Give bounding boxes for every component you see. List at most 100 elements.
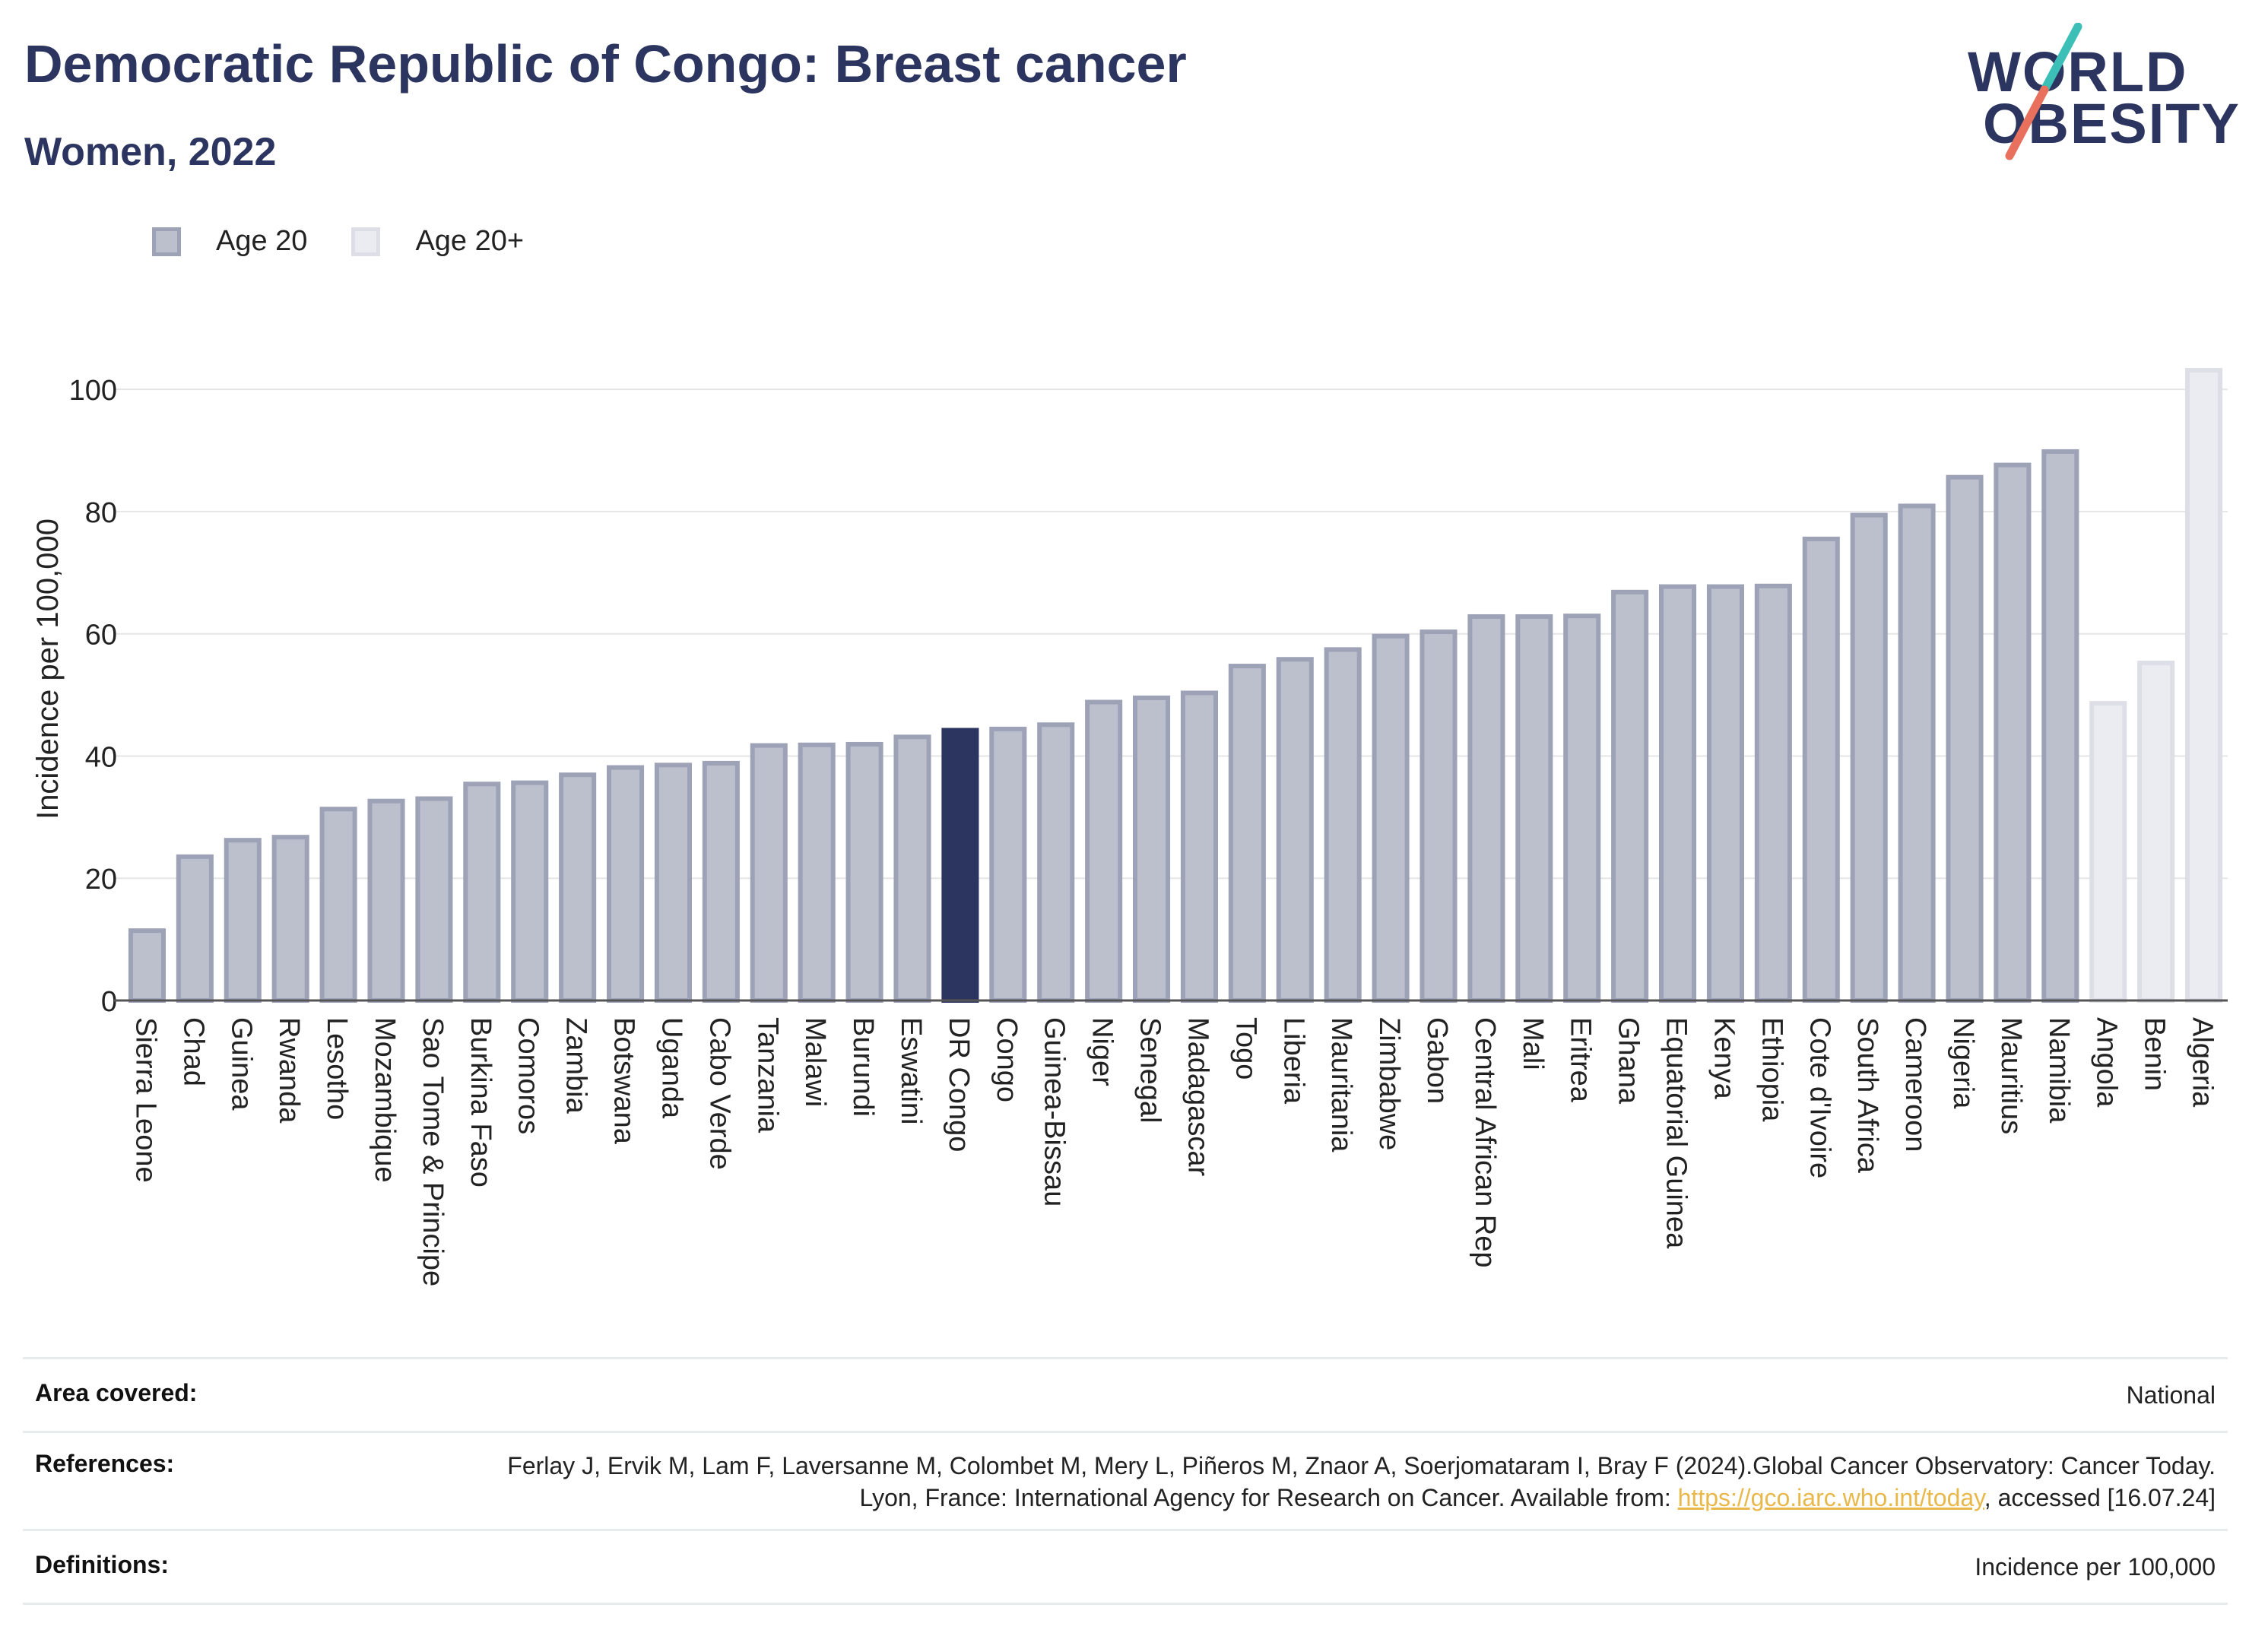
bar-comoros[interactable]: [511, 780, 549, 1003]
x-tick-label: Comoros: [512, 1017, 544, 1134]
x-tick-label: Rwanda: [273, 1017, 305, 1124]
bar-ethiopia[interactable]: [1754, 583, 1792, 1003]
x-tick-label: Gabon: [1421, 1017, 1453, 1104]
definitions-value: Incidence per 100,000: [1975, 1553, 2216, 1581]
x-tick-label: Ethiopia: [1756, 1017, 1787, 1122]
bar-congo[interactable]: [989, 726, 1027, 1004]
bar-sao-tome-principe[interactable]: [415, 796, 453, 1003]
x-tick-label: Sierra Leone: [129, 1017, 161, 1183]
bar-eswatini[interactable]: [893, 734, 931, 1003]
x-tick-label: Madagascar: [1182, 1017, 1213, 1176]
x-tick-label: Niger: [1086, 1017, 1118, 1086]
legend-item-age-20[interactable]: Age 20: [152, 225, 307, 258]
references-value: Ferlay J, Ervik M, Lam F, Laversanne M, …: [505, 1450, 2216, 1514]
x-tick-label: Nigeria: [1947, 1017, 1979, 1109]
bar-ghana[interactable]: [1611, 589, 1649, 1004]
x-tick-label: Malawi: [799, 1017, 831, 1107]
bars: [128, 368, 2223, 1004]
bar-tanzania[interactable]: [750, 743, 788, 1003]
bar-guinea-bissau[interactable]: [1037, 722, 1075, 1003]
bar-rwanda[interactable]: [271, 835, 309, 1004]
x-tick-label: Algeria: [2187, 1017, 2219, 1108]
bar-liberia[interactable]: [1276, 657, 1314, 1003]
bar-niger[interactable]: [1085, 699, 1123, 1003]
x-tick-label: Equatorial Guinea: [1661, 1017, 1692, 1249]
x-tick-label: Uganda: [655, 1017, 687, 1119]
legend-item-age-20-plus[interactable]: Age 20+: [351, 225, 524, 258]
bar-lesotho[interactable]: [319, 807, 357, 1004]
bar-togo[interactable]: [1228, 664, 1266, 1003]
x-tick-label: Burundi: [847, 1017, 879, 1117]
x-tick-label: Cote d'Ivoire: [1803, 1017, 1835, 1178]
bar-cote-d-ivoire[interactable]: [1802, 536, 1840, 1003]
bar-zambia[interactable]: [559, 772, 597, 1004]
x-tick-label: Guinea: [225, 1017, 257, 1111]
bar-algeria[interactable]: [2185, 368, 2223, 1004]
footer-row-definitions: Definitions: Incidence per 100,000: [23, 1529, 2228, 1605]
bar-angola[interactable]: [2089, 701, 2127, 1003]
x-tick-label: Chad: [177, 1017, 209, 1086]
x-tick-label: Togo: [1229, 1017, 1261, 1080]
y-tick-label: 20: [85, 864, 117, 896]
bar-malawi[interactable]: [798, 742, 836, 1003]
bar-sierra-leone[interactable]: [128, 928, 166, 1004]
y-axis-ticks: 0 20 40 60 80 100: [69, 375, 117, 1018]
area-covered-key: Area covered:: [35, 1379, 198, 1406]
bar-south-africa[interactable]: [1850, 512, 1888, 1003]
footer-row-area: Area covered: National: [23, 1357, 2228, 1431]
y-axis-label: Incidence per 100,000: [31, 518, 65, 820]
x-tick-label: Cabo Verde: [703, 1017, 735, 1170]
x-tick-label: Mali: [1517, 1017, 1549, 1070]
bar-equatorial-guinea[interactable]: [1659, 584, 1697, 1004]
bar-madagascar[interactable]: [1180, 690, 1218, 1003]
bar-chad[interactable]: [176, 854, 214, 1004]
x-tick-label: South Africa: [1851, 1017, 1883, 1174]
bar-kenya[interactable]: [1706, 584, 1744, 1004]
bar-namibia[interactable]: [2041, 449, 2079, 1003]
legend-swatch-age-20-plus: [351, 227, 381, 256]
bar-chart: 0 20 40 60 80 100 Sierra Leone Chad Guinea Rwand…: [31, 368, 2228, 1286]
y-tick-label: 40: [85, 741, 117, 773]
y-tick-label: 0: [101, 986, 117, 1018]
x-tick-label: Ghana: [1613, 1017, 1645, 1105]
legend: Age 20 Age 20+: [152, 225, 568, 258]
x-tick-label: Senegal: [1134, 1017, 1166, 1123]
bar-central-african-rep[interactable]: [1467, 614, 1505, 1003]
footer-table: Area covered: National References: Ferla…: [23, 1357, 2228, 1605]
x-tick-label: Congo: [991, 1017, 1023, 1102]
references-link[interactable]: https://gco.iarc.who.int/today: [1677, 1484, 1984, 1511]
references-key: References:: [35, 1450, 175, 1477]
legend-swatch-age-20: [152, 227, 181, 256]
bar-botswana[interactable]: [607, 765, 645, 1003]
bar-cabo-verde[interactable]: [702, 760, 740, 1004]
bar-gabon[interactable]: [1420, 629, 1458, 1003]
x-tick-label: Zambia: [560, 1017, 592, 1115]
bar-burkina-faso[interactable]: [463, 782, 501, 1003]
x-tick-label: Namibia: [2043, 1017, 2075, 1124]
bar-cameroon[interactable]: [1898, 503, 1936, 1003]
bar-uganda[interactable]: [654, 763, 692, 1003]
bar-eritrea[interactable]: [1563, 614, 1601, 1003]
bar-senegal[interactable]: [1133, 695, 1171, 1003]
bar-benin[interactable]: [2137, 661, 2175, 1003]
bar-burundi[interactable]: [845, 741, 883, 1003]
bar-mauritania[interactable]: [1324, 647, 1362, 1003]
definitions-key: Definitions:: [35, 1551, 169, 1578]
bar-mauritius[interactable]: [1994, 462, 2032, 1004]
references-text-1: Ferlay J, Ervik M, Lam F, Laversanne M, …: [507, 1452, 2216, 1511]
references-text-2: , accessed [16.07.24]: [1984, 1484, 2216, 1511]
bar-mali[interactable]: [1515, 614, 1553, 1003]
logo-line-1: WORLD: [1968, 40, 2188, 103]
x-tick-label: Benin: [2139, 1017, 2171, 1091]
bar-dr-congo[interactable]: [941, 728, 979, 1003]
x-tick-label: Botswana: [608, 1017, 640, 1145]
bar-zimbabwe[interactable]: [1372, 633, 1410, 1003]
x-tick-label: Mauritania: [1325, 1017, 1357, 1153]
x-tick-label: Cameroon: [1899, 1017, 1931, 1152]
bar-nigeria[interactable]: [1946, 474, 1984, 1003]
bar-guinea[interactable]: [224, 838, 262, 1004]
chart-subtitle: Women, 2022: [24, 130, 277, 174]
x-axis-labels: Sierra Leone Chad Guinea Rwanda Lesotho Mozam…: [129, 1017, 2218, 1286]
bar-mozambique[interactable]: [367, 798, 405, 1003]
y-tick-label: 80: [85, 497, 117, 529]
